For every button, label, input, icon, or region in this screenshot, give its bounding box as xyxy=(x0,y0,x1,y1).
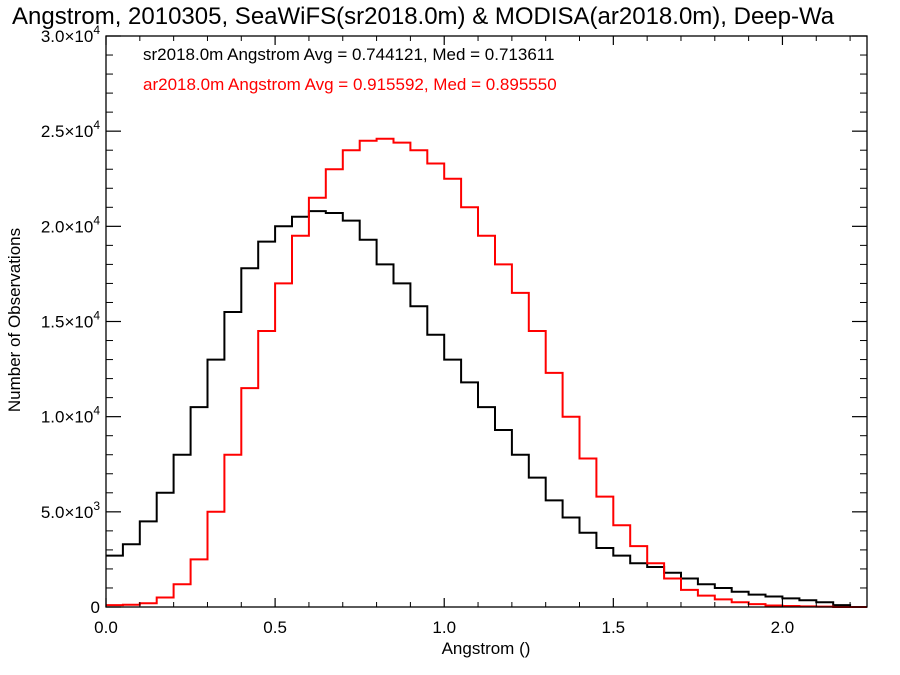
y-tick-label-5: 2.5×104 xyxy=(41,118,100,141)
x-tick-label-1: 0.5 xyxy=(263,618,287,637)
series-line-0 xyxy=(106,210,867,608)
y-tick-label-2: 1.0×104 xyxy=(41,404,100,427)
plot-frame xyxy=(105,35,868,608)
x-axis-label: Angstrom () xyxy=(442,639,531,658)
chart-title: Angstrom, 2010305, SeaWiFS(sr2018.0m) & … xyxy=(12,3,835,30)
y-tick-label-0: 0 xyxy=(91,598,100,617)
series-line-1 xyxy=(106,137,867,608)
x-tick-label-3: 1.5 xyxy=(602,618,626,637)
y-tick-label-4: 2.0×104 xyxy=(41,213,100,236)
x-tick-label-2: 1.0 xyxy=(432,618,456,637)
x-tick-label-4: 2.0 xyxy=(771,618,795,637)
y-tick-label-6: 3.0×104 xyxy=(41,23,100,46)
series-layer xyxy=(106,137,867,608)
y-axis-label: Number of Observations xyxy=(5,228,24,412)
x-tick-label-0: 0.0 xyxy=(94,618,118,637)
legend-entry-sr2018: sr2018.0m Angstrom Avg = 0.744121, Med =… xyxy=(143,45,554,64)
ticks-layer: 0.0 0.5 1.0 1.5 2.0 0 5.0×103 1.0×104 1.5×104 2.0… xyxy=(41,23,867,637)
y-tick-label-1: 5.0×103 xyxy=(41,499,100,522)
legend-entry-ar2018: ar2018.0m Angstrom Avg = 0.915592, Med =… xyxy=(143,75,557,94)
y-tick-label-3: 1.5×104 xyxy=(41,309,100,332)
